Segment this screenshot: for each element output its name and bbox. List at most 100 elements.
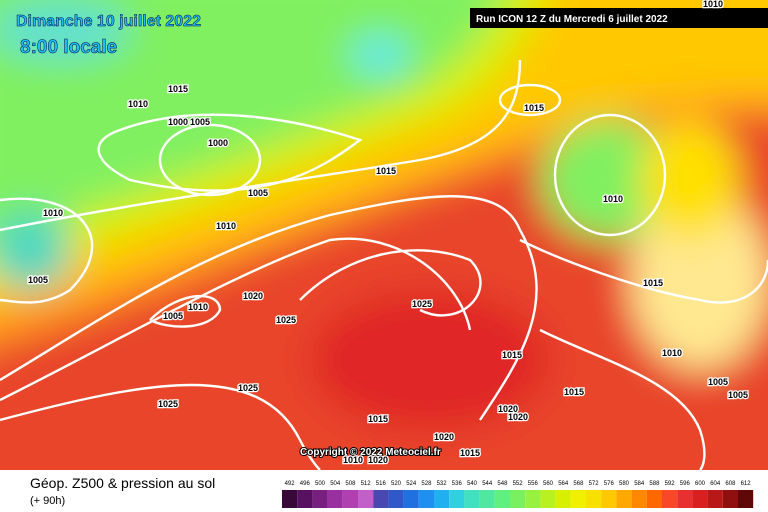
legend-swatch [479, 490, 495, 508]
legend-swatch [662, 490, 678, 508]
isobar-label: 1010 [703, 0, 723, 9]
isobar-label: 1005 [163, 311, 183, 321]
isobar-label: 1010 [662, 348, 682, 358]
isobar-label: 1000 [208, 138, 228, 148]
isobar-label: 1005 [728, 390, 748, 400]
legend-title: Géop. Z500 & pression au sol [30, 475, 215, 491]
isobar-label: 1015 [368, 414, 388, 424]
legend-subtitle: (+ 90h) [30, 495, 65, 507]
isobar-label: 1025 [238, 383, 258, 393]
isobar-label: 1010 [188, 302, 208, 312]
legend-swatch [358, 490, 374, 508]
isobar-label: 1010 [43, 208, 63, 218]
isobar-label: 1015 [564, 387, 584, 397]
legend-swatch [494, 490, 510, 508]
legend-swatch [586, 490, 602, 508]
legend-tick-label: 568 [573, 481, 584, 487]
legend-swatch [540, 490, 556, 508]
legend-swatch [327, 490, 343, 508]
isobar-label: 1020 [368, 455, 388, 465]
isobar-label: 1025 [276, 315, 296, 325]
run-box [470, 8, 768, 28]
isobar-label: 1005 [248, 188, 268, 198]
legend-tick-label: 500 [315, 481, 326, 487]
date-title: Dimanche 10 juillet 2022 [16, 13, 201, 30]
legend-swatch [601, 490, 617, 508]
legend-swatch [510, 490, 526, 508]
isobar-label: 1010 [128, 99, 148, 109]
legend-tick-label: 580 [619, 481, 630, 487]
isobar-label: 1025 [412, 299, 432, 309]
copyright: Copyright © 2022 Meteociel.fr [300, 447, 441, 458]
legend-tick-label: 540 [467, 481, 478, 487]
isobar-label: 1020 [498, 404, 518, 414]
legend-swatch [373, 490, 389, 508]
legend-tick-label: 552 [513, 481, 524, 487]
legend-swatch [677, 490, 693, 508]
legend-tick-label: 564 [558, 481, 569, 487]
isobar-label: 1005 [708, 377, 728, 387]
legend-swatch [555, 490, 571, 508]
legend-swatch [631, 490, 647, 508]
legend-tick-label: 576 [604, 481, 615, 487]
legend-swatch [464, 490, 480, 508]
legend-tick-label: 592 [665, 481, 676, 487]
legend-tick-label: 504 [330, 481, 341, 487]
isobars [0, 59, 768, 471]
legend-tick-label: 608 [725, 481, 736, 487]
legend-tick-label: 536 [452, 481, 463, 487]
isobar-label: 1010 [603, 194, 623, 204]
legend-tick-label: 588 [649, 481, 660, 487]
legend-swatch [646, 490, 662, 508]
isobar-label: 1020 [508, 412, 528, 422]
legend-tick-label: 556 [528, 481, 539, 487]
legend-swatch [738, 490, 754, 508]
isobar-label: 1010 [343, 455, 363, 465]
isobar-label: 1015 [168, 84, 188, 94]
isobar-label: 1015 [524, 103, 544, 113]
legend-tick-label: 572 [589, 481, 600, 487]
legend-tick-label: 528 [421, 481, 432, 487]
legend-tick-label: 604 [710, 481, 721, 487]
run-info: Run ICON 12 Z du Mercredi 6 juillet 2022 [476, 14, 668, 25]
legend-swatch [342, 490, 358, 508]
legend-tick-label: 532 [437, 481, 448, 487]
isobar-label: 1015 [502, 350, 522, 360]
legend-tick-label: 496 [300, 481, 311, 487]
legend-tick-label: 520 [391, 481, 402, 487]
time-title: 8:00 locale [20, 37, 117, 58]
legend-tick-label: 544 [482, 481, 493, 487]
legend-swatch [692, 490, 708, 508]
legend-swatch [434, 490, 450, 508]
legend-tick-label: 516 [376, 481, 387, 487]
legend-swatch [722, 490, 738, 508]
legend-tick-label: 492 [285, 481, 296, 487]
legend-swatch [616, 490, 632, 508]
legend-tick-label: 524 [406, 481, 417, 487]
isobar-label: 1015 [460, 448, 480, 458]
legend-tick-label: 612 [741, 481, 752, 487]
legend-swatch [388, 490, 404, 508]
isobar-label: 1025 [158, 399, 178, 409]
isobar-label: 1015 [376, 166, 396, 176]
isobar-label: 1000 [168, 117, 188, 127]
legend-swatch [282, 490, 298, 508]
legend-tick-label: 600 [695, 481, 706, 487]
legend-swatch [297, 490, 313, 508]
isobar-label: 1005 [190, 117, 210, 127]
legend-swatch [707, 490, 723, 508]
isobar-label: 1015 [643, 278, 663, 288]
isobar-label: 1020 [434, 432, 454, 442]
legend-swatch [570, 490, 586, 508]
legend-swatch [418, 490, 434, 508]
isobar-label: 1005 [28, 275, 48, 285]
legend-tick-label: 560 [543, 481, 554, 487]
legend-swatch [449, 490, 465, 508]
legend-swatch [312, 490, 328, 508]
legend-tick-label: 584 [634, 481, 645, 487]
legend-tick-label: 548 [497, 481, 508, 487]
legend-tick-label: 512 [361, 481, 372, 487]
